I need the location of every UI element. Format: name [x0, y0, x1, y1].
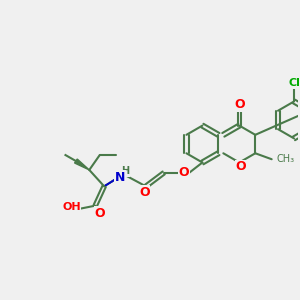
Text: CH₃: CH₃: [277, 154, 295, 164]
Polygon shape: [75, 159, 89, 170]
Text: N: N: [115, 171, 125, 184]
Text: O: O: [139, 186, 150, 199]
Text: O: O: [236, 160, 246, 173]
Text: OH: OH: [62, 202, 81, 212]
Text: O: O: [178, 167, 189, 179]
Text: Cl: Cl: [288, 78, 300, 88]
Text: H: H: [121, 167, 129, 176]
Text: O: O: [234, 98, 244, 111]
Text: O: O: [94, 207, 105, 220]
